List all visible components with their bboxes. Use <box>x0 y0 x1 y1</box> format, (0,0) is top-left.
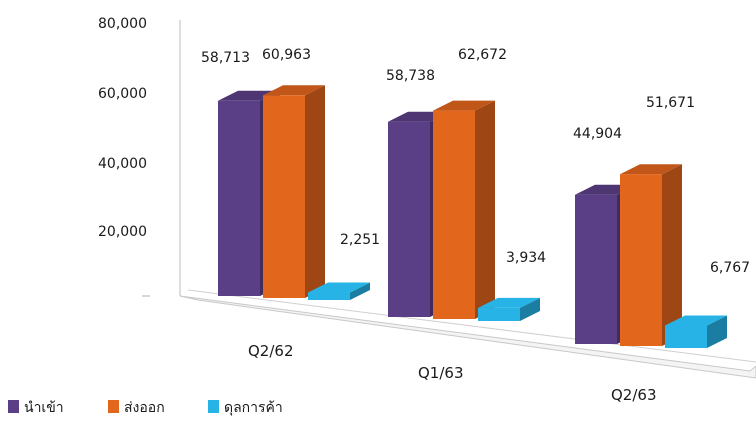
export-bar-side <box>475 100 495 319</box>
export-bar-front <box>433 110 475 319</box>
export-bar-front <box>620 174 662 346</box>
data-label: 2,251 <box>340 232 380 248</box>
export-bar-side <box>662 164 682 346</box>
balance-bar-front <box>665 325 707 348</box>
data-label: 58,738 <box>386 68 435 84</box>
data-label: 3,934 <box>506 250 546 266</box>
legend-item: ดุลการค้า <box>208 400 283 416</box>
data-label: 6,767 <box>710 260 750 276</box>
y-tick-label: 20,000 <box>98 224 147 240</box>
export-bar <box>433 100 495 319</box>
legend-item: นำเข้า <box>8 400 64 416</box>
import-bar-front <box>218 100 260 297</box>
x-tick-label: Q2/63 <box>611 386 657 404</box>
export-bar <box>263 85 325 298</box>
export-bar-top <box>263 85 325 96</box>
balance-bar-front <box>478 307 520 321</box>
floor-back-edge <box>187 289 756 363</box>
y-tick-label: 60,000 <box>98 86 147 102</box>
balance-bar <box>478 297 540 321</box>
balance-bar <box>308 282 370 300</box>
x-tick-label: Q1/63 <box>418 364 464 382</box>
import-bar-front <box>575 194 617 344</box>
balance-bar <box>665 315 727 348</box>
legend-item: ส่งออก <box>108 400 165 416</box>
label-group: 58,713 60,963 2,251 58,738 62,672 3,934 44,904… <box>201 47 750 404</box>
y-tick-label: 80,000 <box>98 16 147 32</box>
balance-bar-side <box>350 282 370 300</box>
legend-swatch <box>208 400 219 413</box>
chart-floor <box>179 295 756 379</box>
export-bar-front <box>263 95 305 298</box>
x-tick-label: Q2/62 <box>248 342 294 360</box>
balance-bar-front <box>308 292 350 300</box>
data-label: 62,672 <box>458 47 507 63</box>
balance-bar-top <box>665 315 727 326</box>
legend-label: ส่งออก <box>124 400 165 416</box>
export-bar-top <box>620 164 682 175</box>
data-label: 51,671 <box>646 95 695 111</box>
data-label: 60,963 <box>262 47 311 63</box>
chart-axes: 80,000 60,000 40,000 20,000 <box>98 16 756 379</box>
y-tick-label: 40,000 <box>98 156 147 172</box>
import-bar-front <box>388 121 430 317</box>
balance-bar-top <box>478 297 540 308</box>
export-bar <box>620 164 682 346</box>
legend-label: นำเข้า <box>24 400 64 416</box>
balance-bar-top <box>308 282 370 293</box>
legend-label: ดุลการค้า <box>224 400 283 416</box>
balance-bar-side <box>707 315 727 348</box>
legend-swatch <box>108 400 119 413</box>
data-label: 44,904 <box>573 126 622 142</box>
data-label: 58,713 <box>201 50 250 66</box>
legend-swatch <box>8 400 19 413</box>
export-bar-top <box>433 100 495 111</box>
export-bar-side <box>305 85 325 298</box>
bar-group <box>218 85 727 348</box>
legend: นำเข้า ส่งออก ดุลการค้า <box>8 400 283 416</box>
balance-bar-side <box>520 297 540 321</box>
